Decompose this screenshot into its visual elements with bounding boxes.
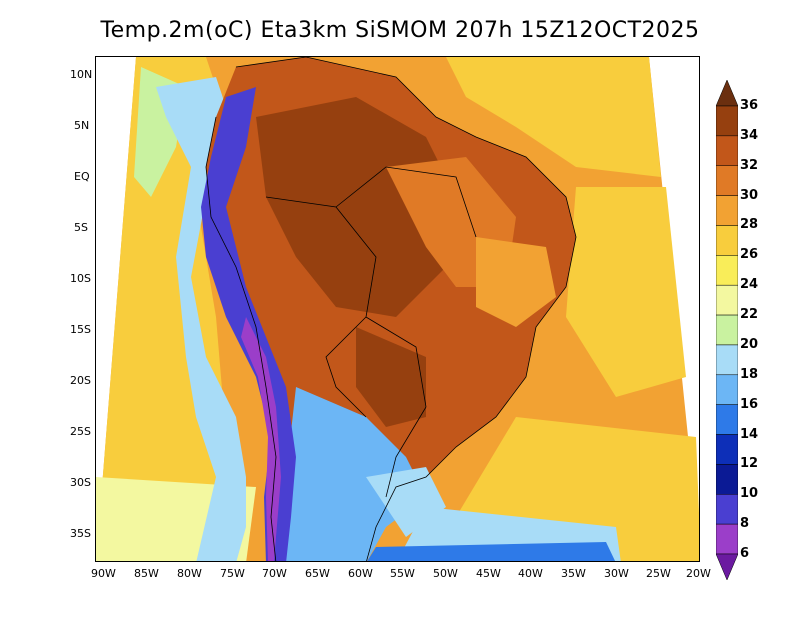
- lon-label: 30W: [604, 567, 629, 580]
- map-frame: [95, 56, 700, 562]
- colorbar-label: 16: [740, 396, 759, 412]
- colorbar-segment: [716, 344, 738, 376]
- lat-label: 35S: [70, 527, 91, 540]
- lon-label: 75W: [220, 567, 245, 580]
- northeast-mild: [476, 237, 556, 327]
- lon-label: 35W: [561, 567, 586, 580]
- colorbar-label: 18: [740, 366, 759, 382]
- lon-label: 80W: [177, 567, 202, 580]
- colorbar-label: 22: [740, 307, 759, 323]
- central-hot: [356, 327, 426, 427]
- lon-label: 50W: [433, 567, 458, 580]
- atlantic-east: [566, 187, 686, 397]
- colorbar-segment: [716, 404, 738, 435]
- lon-label: 40W: [518, 567, 543, 580]
- colorbar-label: 14: [740, 426, 759, 442]
- andes-coldest: [241, 317, 281, 561]
- colorbar-segment: [716, 195, 738, 226]
- country-borders: [205, 57, 577, 561]
- lat-label: 30S: [70, 476, 91, 489]
- lat-label: 25S: [70, 425, 91, 438]
- temperature-map: [96, 57, 699, 561]
- colorbar-segment: [716, 494, 738, 525]
- colorbar-segment: [716, 225, 738, 256]
- colorbar-label: 24: [740, 277, 759, 293]
- lon-label: 20W: [686, 567, 711, 580]
- colorbar-segment: [716, 374, 738, 405]
- colorbar-label: 8: [740, 516, 750, 532]
- colorbar-segment: [716, 284, 738, 316]
- colorbar-label: 6: [740, 546, 750, 561]
- colorbar-segment: [716, 105, 738, 137]
- colorbar-segment: [716, 434, 738, 465]
- lon-label: 55W: [390, 567, 415, 580]
- lat-label: 10S: [70, 272, 91, 285]
- colorbar-segment: [716, 523, 738, 555]
- colorbar-label: 26: [740, 247, 759, 263]
- atlantic-warm: [446, 57, 661, 177]
- colorbar-label: 10: [740, 486, 759, 502]
- colorbar-label: 28: [740, 217, 759, 233]
- amazon-hot: [256, 97, 456, 317]
- lon-label: 25W: [646, 567, 671, 580]
- colorbar-bottom-triangle: [716, 553, 738, 580]
- colorbar-label: 32: [740, 157, 759, 173]
- colorbar-label: 20: [740, 336, 759, 352]
- lon-label: 90W: [91, 567, 116, 580]
- colorbar-segment: [716, 464, 738, 495]
- colorbar-segment: [716, 314, 738, 346]
- south-atlantic-cold: [367, 542, 616, 561]
- lon-label: 60W: [348, 567, 373, 580]
- map-title: Temp.2m(oC) Eta3km SiSMOM 207h 15Z12OCT2…: [100, 18, 700, 43]
- southern-cone-cool: [286, 387, 426, 561]
- lat-label: EQ: [74, 170, 90, 183]
- lon-label: 85W: [134, 567, 159, 580]
- colorbar-segment: [716, 255, 738, 286]
- lat-label: 20S: [70, 374, 91, 387]
- lat-label: 5N: [74, 119, 90, 132]
- colorbar-segment: [716, 135, 738, 166]
- pampa-cool: [366, 467, 446, 537]
- lat-label: 15S: [70, 323, 91, 336]
- lat-label: 10N: [70, 68, 93, 81]
- colorbar-label: 30: [740, 187, 759, 203]
- colorbar-label: 12: [740, 456, 759, 472]
- lat-label: 5S: [74, 221, 88, 234]
- pacific-cold-coast: [156, 77, 246, 561]
- colorbar-segment: [716, 165, 738, 196]
- lon-label: 70W: [262, 567, 287, 580]
- colorbar-top-triangle: [716, 80, 738, 107]
- colorbar-label: 36: [740, 98, 759, 113]
- colorbar: [716, 80, 738, 580]
- lon-label: 65W: [305, 567, 330, 580]
- lon-label: 45W: [476, 567, 501, 580]
- colorbar-label: 34: [740, 127, 759, 143]
